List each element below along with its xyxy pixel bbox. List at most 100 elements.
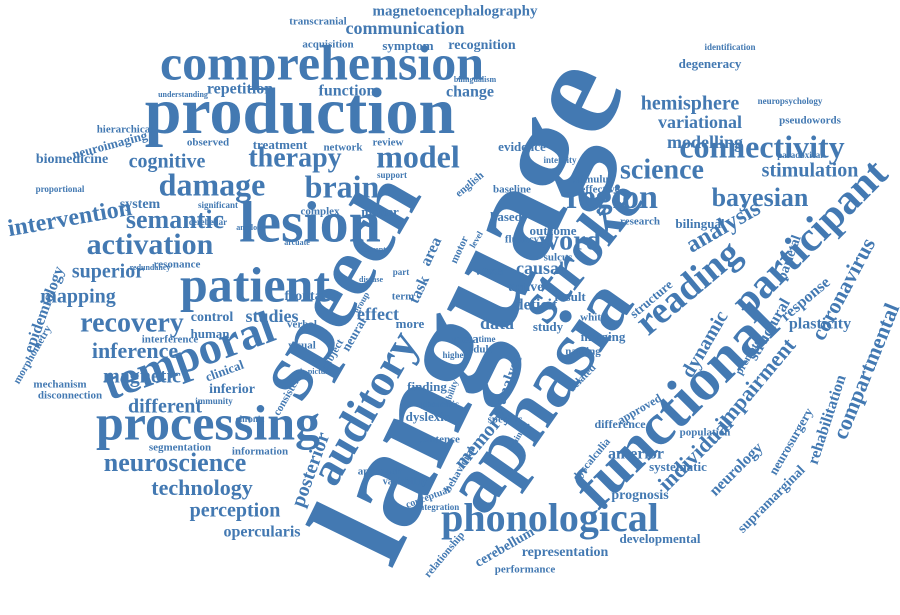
word: variability <box>383 476 427 487</box>
word: support <box>377 170 407 180</box>
word: deficit <box>515 297 558 314</box>
word: dyslexia <box>406 409 451 424</box>
word: voxel <box>474 264 505 279</box>
word: inferior <box>209 382 255 397</box>
word: superior <box>72 261 144 283</box>
word: bilingualism <box>454 75 497 84</box>
word: patient <box>180 256 330 312</box>
word: anterior <box>608 446 664 463</box>
word: developmental <box>620 531 701 546</box>
word: amyloid <box>236 223 264 232</box>
word: stimulus <box>573 174 613 186</box>
word: stimulation <box>762 160 859 182</box>
word: matter <box>361 204 399 219</box>
word: mapping <box>40 286 116 308</box>
word: recognition <box>448 38 516 53</box>
word: opercularis <box>223 524 300 541</box>
word: active <box>509 280 544 295</box>
word: neuropsychology <box>758 96 823 106</box>
word: production <box>145 75 456 148</box>
word: naming <box>565 346 601 358</box>
word: higher <box>442 350 467 360</box>
word: integration <box>417 502 460 512</box>
word: cognitive <box>129 151 206 173</box>
word: part <box>393 267 410 277</box>
word: baseline <box>493 184 531 196</box>
word: hemisphere <box>641 93 740 115</box>
word: arcuate <box>284 238 310 247</box>
word: lesion <box>239 189 381 254</box>
word: more <box>396 316 425 331</box>
word: adult <box>468 344 493 356</box>
word: damage <box>159 166 266 202</box>
word: model <box>376 138 460 174</box>
word: frontal <box>285 289 326 304</box>
word: current <box>360 245 386 254</box>
word: phonological <box>441 495 659 540</box>
word: modelling <box>667 132 743 152</box>
word: comprehension <box>160 34 484 90</box>
word: neuroscience <box>104 448 247 477</box>
word: disconnection <box>38 390 102 402</box>
word: biomedicine <box>36 152 108 167</box>
word: sentence <box>420 434 460 446</box>
word: imaging <box>581 329 626 344</box>
word: research <box>620 216 660 228</box>
word: outcome <box>530 223 577 238</box>
word: immunity <box>195 396 233 406</box>
word: effect <box>357 304 399 324</box>
word: hierarchical <box>97 124 154 136</box>
word: plasticity <box>789 316 851 333</box>
word: complex <box>300 206 340 218</box>
word: bilingual <box>675 216 725 231</box>
word: observed <box>187 137 229 149</box>
word: paradoxical <box>777 150 823 160</box>
word: result <box>554 289 586 304</box>
word: finding <box>407 379 447 394</box>
word: white <box>580 312 606 324</box>
word: perception <box>190 500 281 522</box>
word: brain <box>305 168 380 204</box>
word: proportional <box>36 184 85 194</box>
word: causal <box>516 258 564 278</box>
word: variational <box>658 112 742 132</box>
word: redundancy <box>130 263 171 272</box>
word: technology <box>151 475 252 500</box>
word: interference <box>142 334 199 346</box>
word: specific <box>488 414 523 426</box>
word: word <box>539 225 602 256</box>
word: visual <box>288 340 316 352</box>
word: review <box>373 137 404 149</box>
word: transcranial <box>289 16 346 28</box>
word: time <box>479 334 496 344</box>
word: fluency <box>505 234 540 246</box>
word: prognosis <box>611 488 669 503</box>
word: connectivity <box>679 128 844 164</box>
word: inference <box>92 338 179 363</box>
word: region <box>566 179 658 216</box>
word: mechanism <box>33 379 86 391</box>
word: magnetic <box>103 366 181 388</box>
word: information <box>232 446 288 458</box>
word: sulcus <box>544 252 573 264</box>
word: treatment <box>253 137 308 152</box>
word: different <box>128 396 202 418</box>
word: acquisition <box>302 39 353 51</box>
word: control <box>191 310 234 325</box>
word: degeneracy <box>679 56 742 71</box>
word: systematic <box>649 459 707 474</box>
word: performance <box>495 564 556 576</box>
word: based <box>490 209 523 224</box>
word: recovery <box>80 307 184 338</box>
word: magnetoencephalography <box>373 3 539 19</box>
word: approach <box>358 466 402 478</box>
word: data <box>480 313 514 333</box>
word: cerebellar <box>189 217 227 227</box>
word: bayesian <box>712 183 809 212</box>
word: processing <box>96 394 320 450</box>
word: picture <box>308 367 333 376</box>
word: identification <box>705 42 756 52</box>
word: representation <box>522 545 609 560</box>
word: disease <box>359 275 383 284</box>
word: therapy <box>248 142 341 173</box>
